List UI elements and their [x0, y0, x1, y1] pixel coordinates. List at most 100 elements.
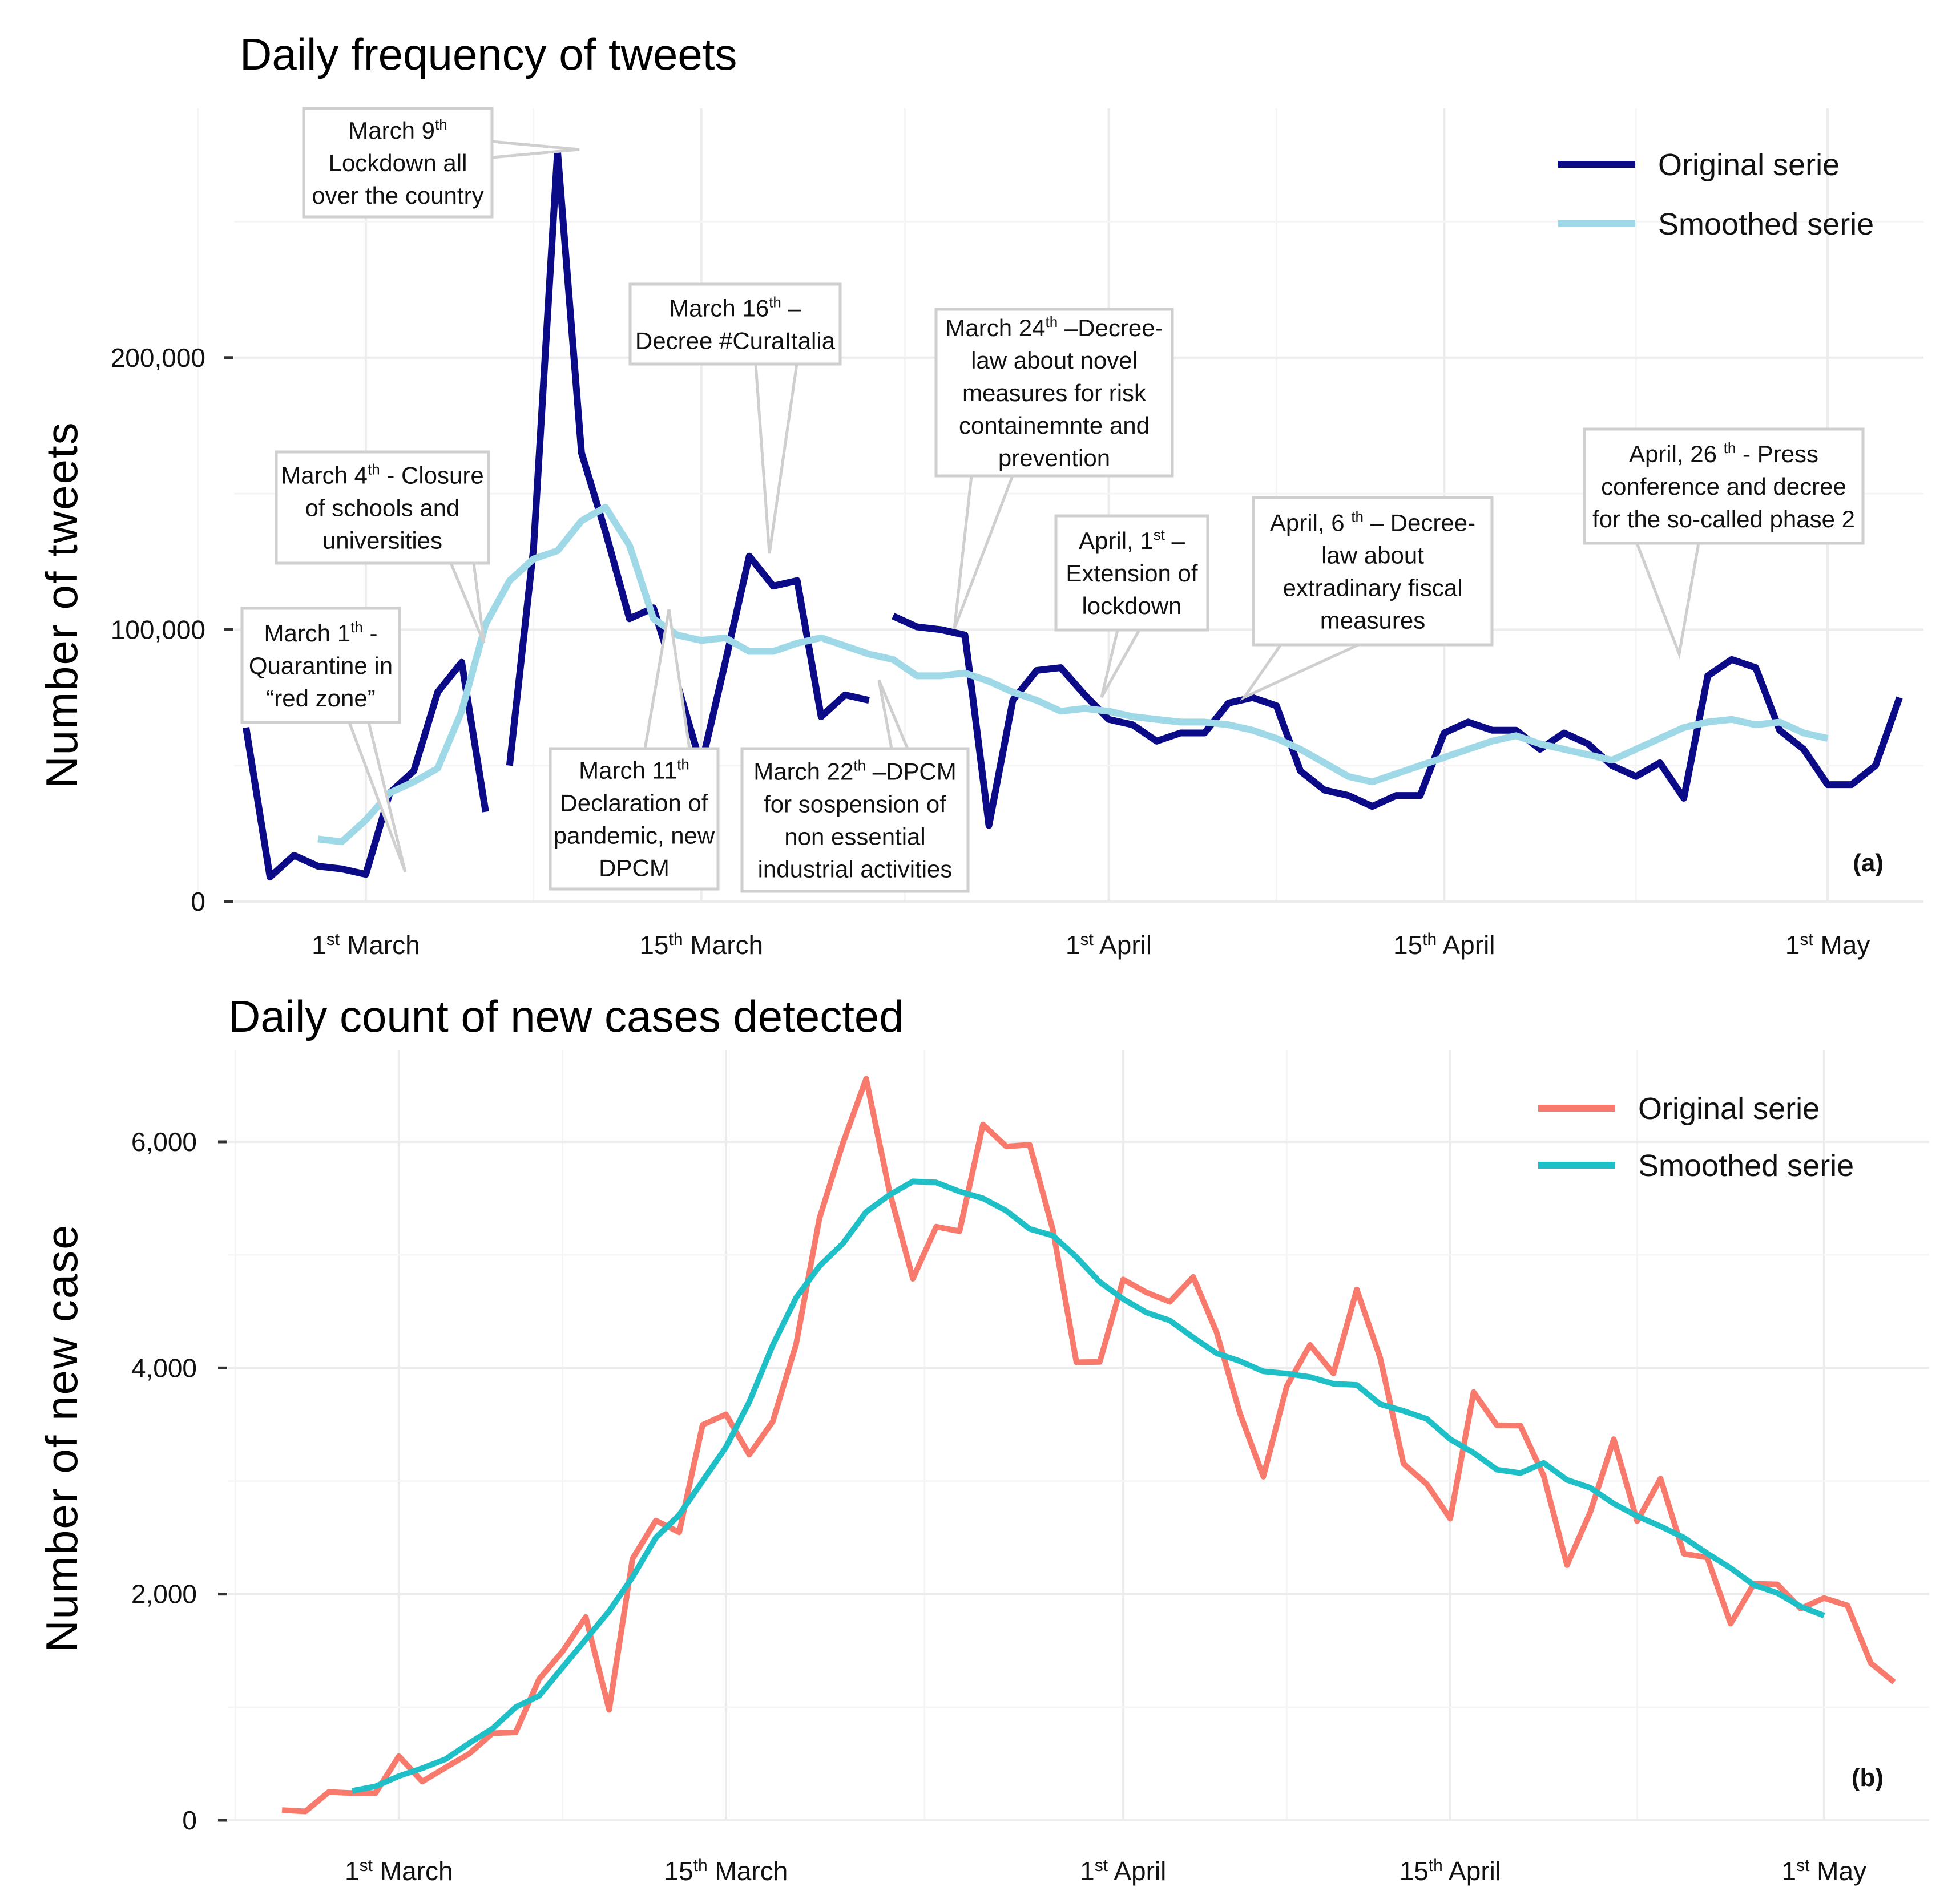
y-axis-label: Number of new case [37, 1223, 87, 1652]
y-tick-label: 0 [191, 887, 205, 916]
callout-text: Decree #CuraItalia [635, 328, 836, 354]
x-tick-label: 15th April [1393, 930, 1495, 960]
callout-pointer [953, 474, 1015, 629]
x-tick-label: 1st March [312, 930, 420, 960]
callout-pointer [877, 680, 910, 750]
panel-tag: (a) [1853, 849, 1884, 877]
callout-pointer [347, 721, 407, 872]
series-smoothed-serie [317, 503, 1829, 846]
callout-box [240, 607, 401, 724]
y-tick-label: 0 [182, 1805, 197, 1835]
panel-tag: (b) [1852, 1764, 1884, 1792]
y-tick-label: 6,000 [131, 1127, 197, 1157]
grid [228, 1050, 1929, 1821]
annotation-callout: March 16th – Decree #CuraItalia [628, 282, 842, 554]
series-layer [281, 1076, 1896, 1815]
chart-title: Daily count of new cases detected [228, 991, 904, 1041]
callout-text: extradinary fiscal [1283, 575, 1462, 601]
callout-text: industrial activities [758, 856, 953, 883]
callout-box [740, 747, 970, 893]
chart-title: Daily frequency of tweets [240, 29, 737, 79]
callout-text: DPCM [599, 855, 670, 882]
callout-text: Extension of [1066, 560, 1197, 587]
callout-text: prevention [998, 445, 1110, 471]
callout-box [275, 450, 490, 565]
series-line [506, 147, 870, 769]
x-tick-label: 1st March [345, 1856, 453, 1886]
callout-text: measures [1320, 607, 1425, 634]
legend-label: Smoothed serie [1638, 1149, 1854, 1183]
callout-text: March 22th –DPCM [753, 757, 956, 785]
series-line [243, 658, 489, 881]
callout-pointer [1240, 643, 1360, 701]
annotation-callout: March 24th –Decree-law about novel measur… [934, 308, 1174, 629]
callout-text: April, 1st – [1079, 526, 1185, 554]
legend-label: Original serie [1658, 148, 1840, 182]
annotation-callout: March 22th –DPCM for sospension of non ess… [740, 680, 970, 893]
callout-text: March 4th - Closure [281, 461, 483, 489]
tweets-chart: Daily frequency of tweets March 9th Lockd… [37, 29, 1923, 960]
y-tick-label: 4,000 [131, 1353, 197, 1383]
callout-text: for sospension of [764, 791, 946, 818]
annotation-callout: March 4th - Closure of schools and univers… [275, 450, 490, 644]
callout-box [1583, 427, 1865, 545]
callout-box [1054, 514, 1209, 632]
x-tick-label: 15th April [1400, 1856, 1501, 1886]
annotation-callout: March 1th - Quarantine in “red zone” [240, 607, 407, 872]
callout-pointer [449, 561, 486, 644]
callout-text: for the so-called phase 2 [1592, 506, 1855, 532]
series-smoothed-serie [352, 1178, 1825, 1794]
y-axis-label: Number of tweets [37, 421, 87, 788]
callout-box [1252, 496, 1494, 647]
callout-text: non essential [784, 823, 926, 850]
series-layer [243, 147, 1903, 881]
callout-text: over the country [312, 182, 483, 209]
callout-box [628, 282, 842, 366]
annotation-callout: March 9th Lockdown all over the country [302, 107, 580, 219]
x-tick-label: 1st April [1080, 1856, 1166, 1886]
annotation-callout: March 11th Declaration of pandemic, new DPC… [549, 609, 720, 891]
series-original-serie [281, 1076, 1896, 1815]
x-tick-label: 1st April [1066, 930, 1152, 960]
callout-text: Declaration of [560, 790, 708, 817]
callout-pointer [490, 140, 580, 159]
callout-text: pandemic, new [554, 822, 715, 849]
legend: Original serie Smoothed serie [1538, 1092, 1854, 1183]
callout-text: Quarantine in [249, 652, 393, 679]
series-line [892, 613, 1903, 829]
legend-label: Original serie [1638, 1092, 1820, 1126]
callout-text: March 11th [579, 756, 689, 784]
callout-text: universities [322, 527, 442, 554]
series-original-serie [243, 147, 1903, 881]
callout-text: March 9th [348, 116, 447, 144]
legend: Original serie Smoothed serie [1558, 148, 1874, 241]
callout-text: law about [1321, 542, 1424, 569]
callout-text: lockdown [1082, 592, 1181, 619]
callout-text: April, 6 th – Decree- [1270, 508, 1475, 536]
callout-pointer [1100, 628, 1142, 698]
annotation-callout: April, 6 th – Decree-law about extradinar… [1240, 496, 1494, 701]
callout-text: of schools and [305, 495, 460, 522]
x-tick-label: 15th March [639, 930, 763, 960]
callout-box [302, 107, 494, 219]
x-tick-label: 1st May [1785, 930, 1870, 960]
callout-text: containemnte and [959, 412, 1150, 439]
callout-pointer [1635, 542, 1700, 660]
callout-text: Lockdown all [329, 150, 467, 176]
axes: 0 100,000 200,000 1st March 15th March 1st Ap… [111, 343, 1870, 960]
callout-box [549, 747, 720, 891]
callout-text: March 24th –Decree- [945, 313, 1163, 341]
callout-text: March 1th - [264, 619, 377, 647]
callout-text: “red zone” [266, 685, 375, 712]
axes: 0 2,000 4,000 6,000 1st March 15th March 1st A… [131, 1127, 1866, 1886]
series-line [352, 1178, 1825, 1794]
x-tick-label: 15th March [664, 1856, 788, 1886]
annotation-callout: April, 1st – Extension of lockdown [1054, 514, 1209, 698]
y-tick-label: 2,000 [131, 1579, 197, 1609]
callout-box [934, 308, 1174, 478]
annotation-callout: April, 26 th - Press conference and decre… [1583, 427, 1865, 660]
callout-text: measures for risk [962, 379, 1147, 406]
callout-text: conference and decree [1601, 473, 1846, 500]
